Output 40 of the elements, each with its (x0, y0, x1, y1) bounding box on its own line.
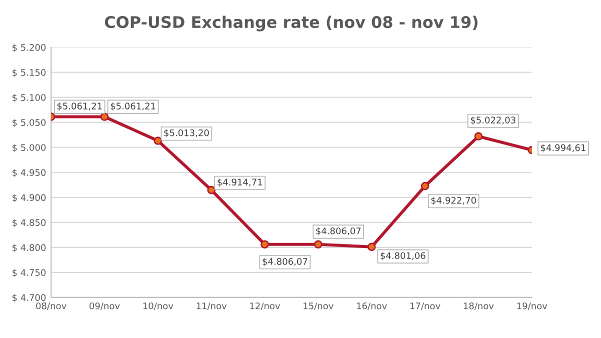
data-label: $4.801,06 (380, 252, 426, 260)
data-label: $5.022,03 (470, 116, 516, 125)
data-label: $4.806,07 (262, 258, 308, 266)
data-label: $4.994,61 (540, 144, 586, 152)
x-tick-label: 09/nov (90, 302, 120, 310)
point (260, 240, 269, 249)
x-tick-label: 10/nov (143, 302, 174, 310)
x-tick-label: 08/nov (36, 302, 66, 310)
x-tick-label: 17/nov (410, 302, 440, 310)
y-tick-label: $ 4.950 (12, 168, 46, 178)
y-tick-label: $ 5.050 (12, 118, 46, 128)
x-tick-label: 16/nov (357, 302, 387, 310)
y-tick-label: $ 4.850 (12, 218, 46, 228)
point (474, 132, 483, 141)
x-tick-label: 12/nov (250, 302, 280, 310)
point (154, 136, 162, 145)
chart-title: COP-USD Exchange rate (nov 08 - nov 19) (104, 16, 478, 32)
data-label: $5.061,21 (110, 102, 156, 111)
x-tick-label: 15/nov (304, 302, 334, 310)
x-tick-label: 19/nov (517, 302, 548, 310)
x-tick-label: 11/nov (196, 302, 227, 310)
y-tick-label: $ 5.100 (12, 94, 46, 102)
y-tick-label: $ 4.900 (12, 194, 46, 202)
data-label: $5.061,21 (57, 102, 102, 111)
y-tick-label: $ 4.700 (12, 294, 46, 302)
data-label: $4.914,71 (218, 178, 262, 187)
point (207, 186, 216, 194)
data-label: $4.922,70 (431, 196, 476, 205)
x-tick-label: 18/nov (464, 302, 494, 310)
y-tick-label: $ 4.800 (12, 244, 46, 252)
point (100, 112, 109, 121)
point (420, 182, 430, 190)
data-label: $5.013,20 (164, 129, 209, 138)
y-tick-label: $ 5.150 (12, 68, 46, 78)
y-tick-label: $ 5.000 (12, 144, 46, 152)
point (314, 240, 322, 249)
data-label: $4.806,07 (316, 227, 361, 236)
y-tick-label: $ 4.750 (12, 269, 46, 278)
y-tick-label: $ 5.200 (12, 44, 46, 52)
point (367, 242, 376, 252)
